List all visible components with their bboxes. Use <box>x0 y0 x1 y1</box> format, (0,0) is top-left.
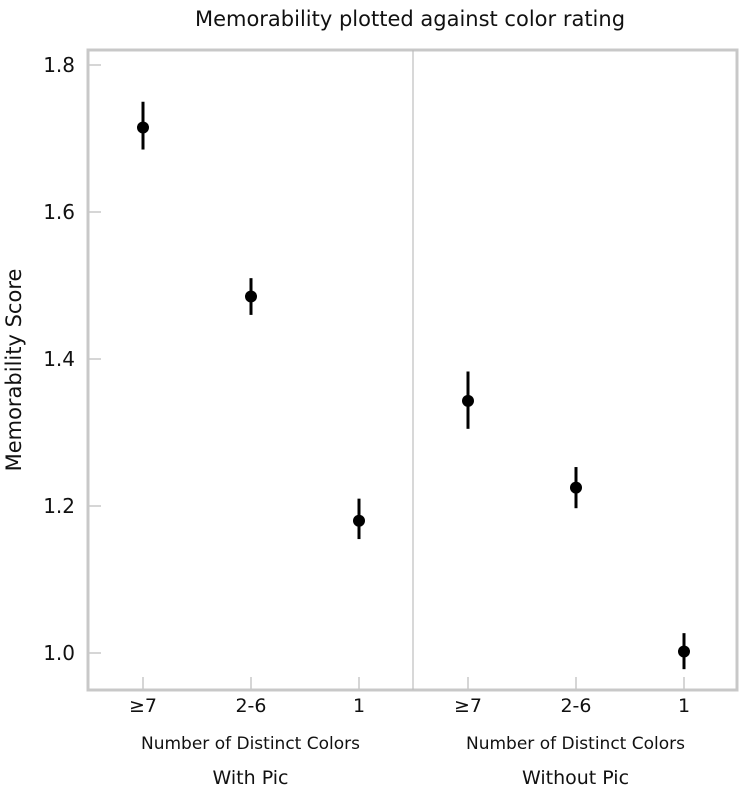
data-point <box>678 645 690 658</box>
y-axis-ticks: 1.0 1.2 1.4 1.6 1.8 <box>43 53 101 665</box>
x-axis-label: Number of Distinct Colors <box>141 734 360 754</box>
x-tick-label: ≥7 <box>454 695 482 717</box>
x-tick-label: 2-6 <box>235 695 266 717</box>
y-tick-label: 1.2 <box>43 494 75 518</box>
y-tick-label: 1.8 <box>43 53 75 77</box>
x-tick-label: ≥7 <box>129 695 157 717</box>
y-axis-label: Memorability Score <box>2 269 26 472</box>
data-point <box>462 394 474 407</box>
y-tick-label: 1.4 <box>43 347 75 371</box>
panel-label: Without Pic <box>522 767 629 786</box>
panel-label: With Pic <box>213 767 289 786</box>
x-tick-label: 1 <box>678 695 690 717</box>
x-tick-label: 1 <box>353 695 365 717</box>
x-axis-ticks: ≥7 2-6 1 ≥7 2-6 1 <box>129 677 690 717</box>
data-point <box>570 481 582 494</box>
data-marks <box>137 101 690 670</box>
x-axis-label: Number of Distinct Colors <box>466 734 685 754</box>
data-point <box>137 121 149 134</box>
x-tick-label: 2-6 <box>560 695 591 717</box>
chart-title: Memorability plotted against color ratin… <box>195 7 625 31</box>
y-tick-label: 1.6 <box>43 200 75 224</box>
y-tick-label: 1.0 <box>43 641 75 665</box>
x-axis-labels: Number of Distinct Colors With Pic Number … <box>141 734 685 786</box>
data-point <box>353 514 365 527</box>
data-point <box>245 290 257 303</box>
